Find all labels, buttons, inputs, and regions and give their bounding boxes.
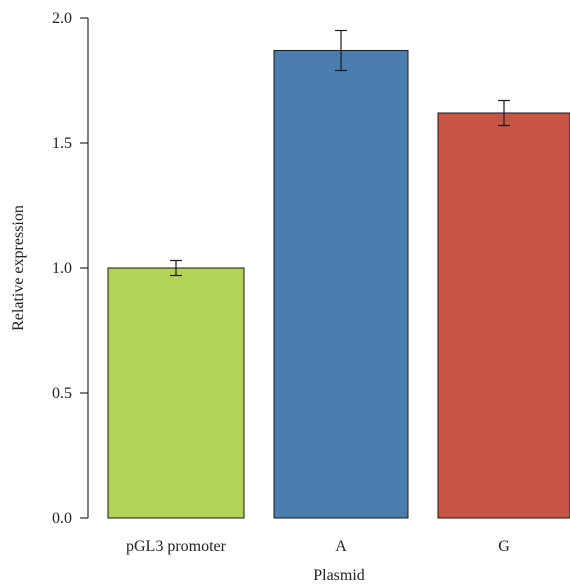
error-bar-3	[498, 99, 510, 127]
y-tick-label: 1.0	[52, 260, 72, 277]
x-tick-label: pGL3 promoter	[126, 538, 227, 555]
error-bar-2	[335, 29, 347, 72]
x-axis-labels: pGL3 promoter A G	[126, 538, 510, 555]
x-tick-label: G	[498, 538, 510, 555]
y-axis-title: Relative expression	[10, 205, 27, 331]
y-tick-label: 2.0	[52, 10, 72, 27]
bar-3	[437, 112, 570, 519]
y-axis: 0.0 0.5 1.0 1.5 2.0	[52, 10, 89, 527]
y-tick-label: 0.5	[52, 385, 72, 402]
y-tick-label: 1.5	[52, 135, 72, 152]
bar-2	[273, 50, 409, 519]
x-tick-label: A	[335, 538, 347, 555]
bars	[107, 29, 570, 519]
error-bar-1	[170, 259, 182, 277]
y-tick-label: 0.0	[52, 510, 72, 527]
bar-1	[107, 267, 245, 519]
x-axis-title: Plasmid	[313, 567, 365, 584]
